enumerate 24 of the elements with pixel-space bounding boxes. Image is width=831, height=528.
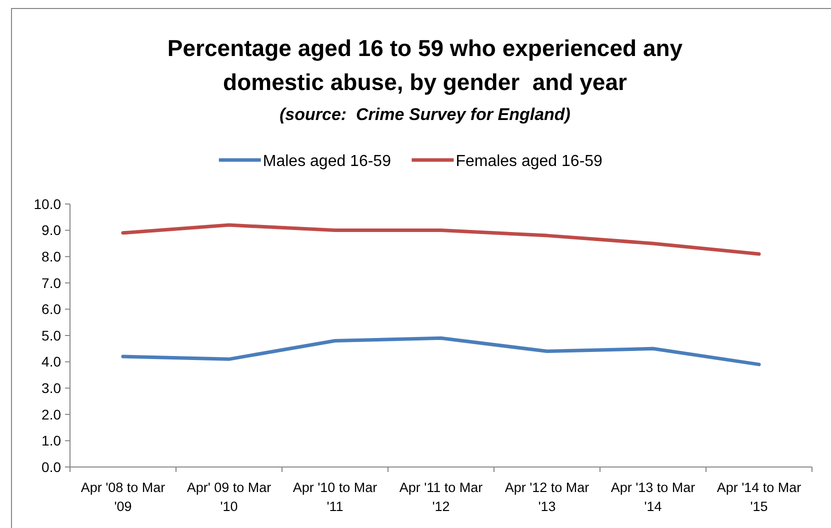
- y-tick-label: 0.0: [42, 458, 62, 475]
- x-tick-label: Apr' 09 to Mar '10: [186, 480, 272, 514]
- y-tick-label: 8.0: [42, 248, 62, 264]
- y-tick-label: 3.0: [42, 380, 62, 396]
- y-tick-label: 7.0: [42, 274, 62, 291]
- line-series: [121, 223, 761, 256]
- y-tick-label: 1.0: [42, 432, 62, 449]
- text: (source: Crime Survey for England): [280, 105, 571, 124]
- x-tick-label: Apr '14 to Mar '15: [716, 480, 802, 514]
- x-tick-label: Apr '08 to Mar '09: [80, 480, 166, 514]
- chart-title: Percentage aged 16 to 59 who experienced any domestic abuse, by gender and year: [167, 35, 683, 95]
- y-tick-label: 5.0: [42, 327, 62, 344]
- y-tick-label: 10.0: [34, 196, 62, 212]
- y-tick-label: 2.0: [42, 406, 62, 422]
- y-tick-label: 4.0: [42, 354, 62, 370]
- line-series: [121, 336, 761, 366]
- y-tick-label: 9.0: [42, 222, 62, 238]
- x-tick-label: Apr '10 to Mar '11: [292, 480, 378, 514]
- y-tick-label: 6.0: [42, 301, 62, 318]
- x-tick-label: Apr '13 to Mar '14: [610, 480, 696, 514]
- legend-label: Females aged 16-59: [456, 153, 603, 170]
- legend-label: Males aged 16-59: [262, 153, 392, 170]
- x-tick-label: Apr '12 to Mar '13: [504, 480, 590, 514]
- x-tick-label: Apr '11 to Mar '12: [399, 480, 484, 514]
